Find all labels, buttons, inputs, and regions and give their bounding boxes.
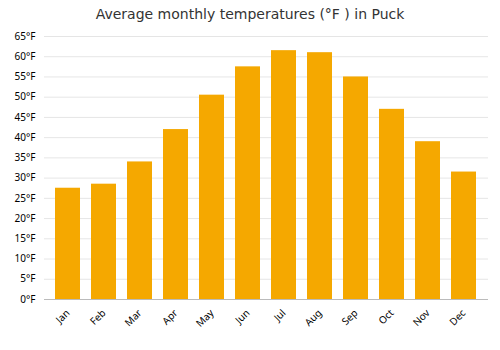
svg-text:30°F: 30°F <box>15 170 36 184</box>
svg-text:Oct: Oct <box>375 306 397 328</box>
svg-text:25°F: 25°F <box>15 191 36 205</box>
svg-text:0°F: 0°F <box>20 292 35 306</box>
svg-text:Nov: Nov <box>409 305 433 329</box>
svg-text:Jun: Jun <box>231 306 252 327</box>
svg-text:15°F: 15°F <box>15 231 36 245</box>
svg-text:55°F: 55°F <box>15 69 36 83</box>
svg-text:40°F: 40°F <box>15 130 36 144</box>
svg-text:35°F: 35°F <box>15 150 36 164</box>
svg-text:Feb: Feb <box>86 306 108 328</box>
html-text:Average monthly temperatures (: Average monthly temperatures (°F ) in Pu… <box>95 6 405 22</box>
svg-text:Mar: Mar <box>121 306 144 329</box>
svg-text:45°F: 45°F <box>15 110 36 124</box>
svg-text:May: May <box>192 305 217 330</box>
svg-text:Aug: Aug <box>301 306 324 329</box>
svg-text:60°F: 60°F <box>15 49 36 63</box>
svg-text:Sep: Sep <box>338 306 360 328</box>
svg-text:50°F: 50°F <box>15 89 36 103</box>
svg-text:Jul: Jul <box>270 306 289 325</box>
svg-text:5°F: 5°F <box>20 271 35 285</box>
svg-text:Apr: Apr <box>159 306 181 328</box>
svg-text:Dec: Dec <box>446 306 469 329</box>
svg-text:Jan: Jan <box>52 306 73 327</box>
svg-text:10°F: 10°F <box>15 251 36 265</box>
svg-text:20°F: 20°F <box>15 211 36 225</box>
svg-text:65°F: 65°F <box>15 29 36 43</box>
